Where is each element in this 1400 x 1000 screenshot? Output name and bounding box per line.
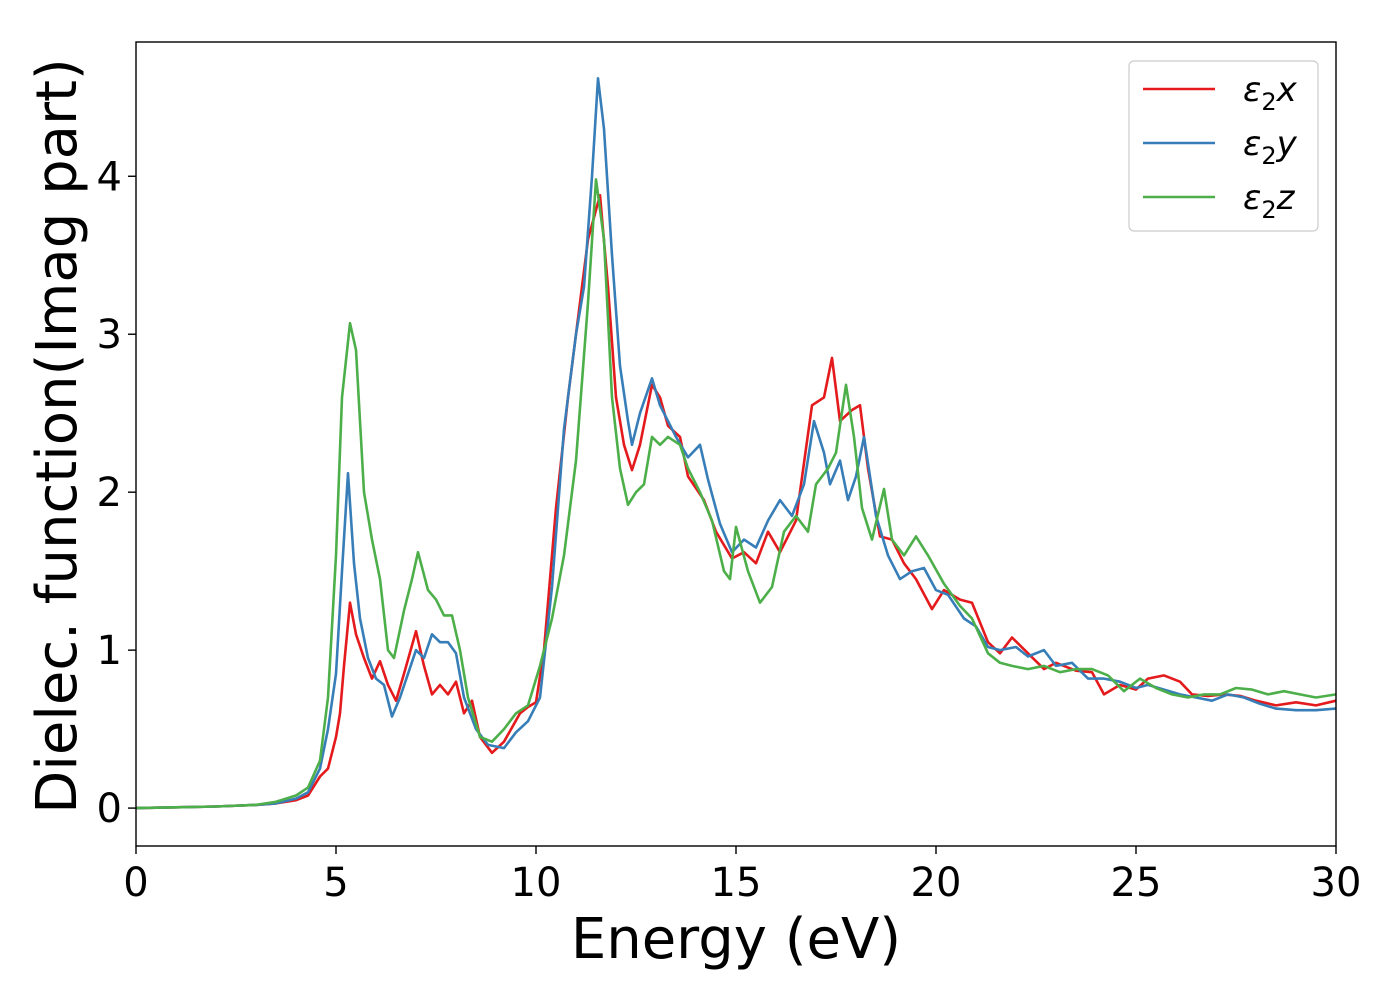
y-tick-label: 2: [97, 470, 122, 516]
y-tick-label: 0: [97, 786, 122, 832]
y-tick-label: 4: [97, 154, 122, 200]
y-tick-label: 3: [97, 312, 122, 358]
series-layer: [135, 77, 1337, 810]
legend: ε2x ε2y ε2z: [1128, 60, 1319, 232]
legend-label-x: ε2x: [1243, 70, 1298, 116]
x-tick-label: 15: [711, 860, 762, 906]
legend-label-y: ε2y: [1243, 124, 1298, 170]
y-tick-label: 1: [97, 628, 122, 674]
legend-label-z: ε2z: [1243, 178, 1296, 224]
x-tick-label: 30: [1311, 860, 1362, 906]
x-tick-label: 5: [323, 860, 348, 906]
legend-box: [1128, 60, 1319, 232]
series-line-z: [135, 178, 1337, 810]
x-axis-label: Energy (eV): [571, 907, 901, 972]
x-tick-label: 0: [123, 860, 148, 906]
y-axis-ticks: 0 1 2 3 4: [97, 154, 136, 832]
y-axis-label: Dielec. function(Imag part): [25, 58, 90, 814]
x-axis-ticks: 0 5 10 15 20 25 30: [123, 846, 1361, 906]
x-tick-label: 20: [911, 860, 962, 906]
x-tick-label: 10: [511, 860, 562, 906]
x-tick-label: 25: [1111, 860, 1162, 906]
series-line-y: [135, 77, 1337, 810]
